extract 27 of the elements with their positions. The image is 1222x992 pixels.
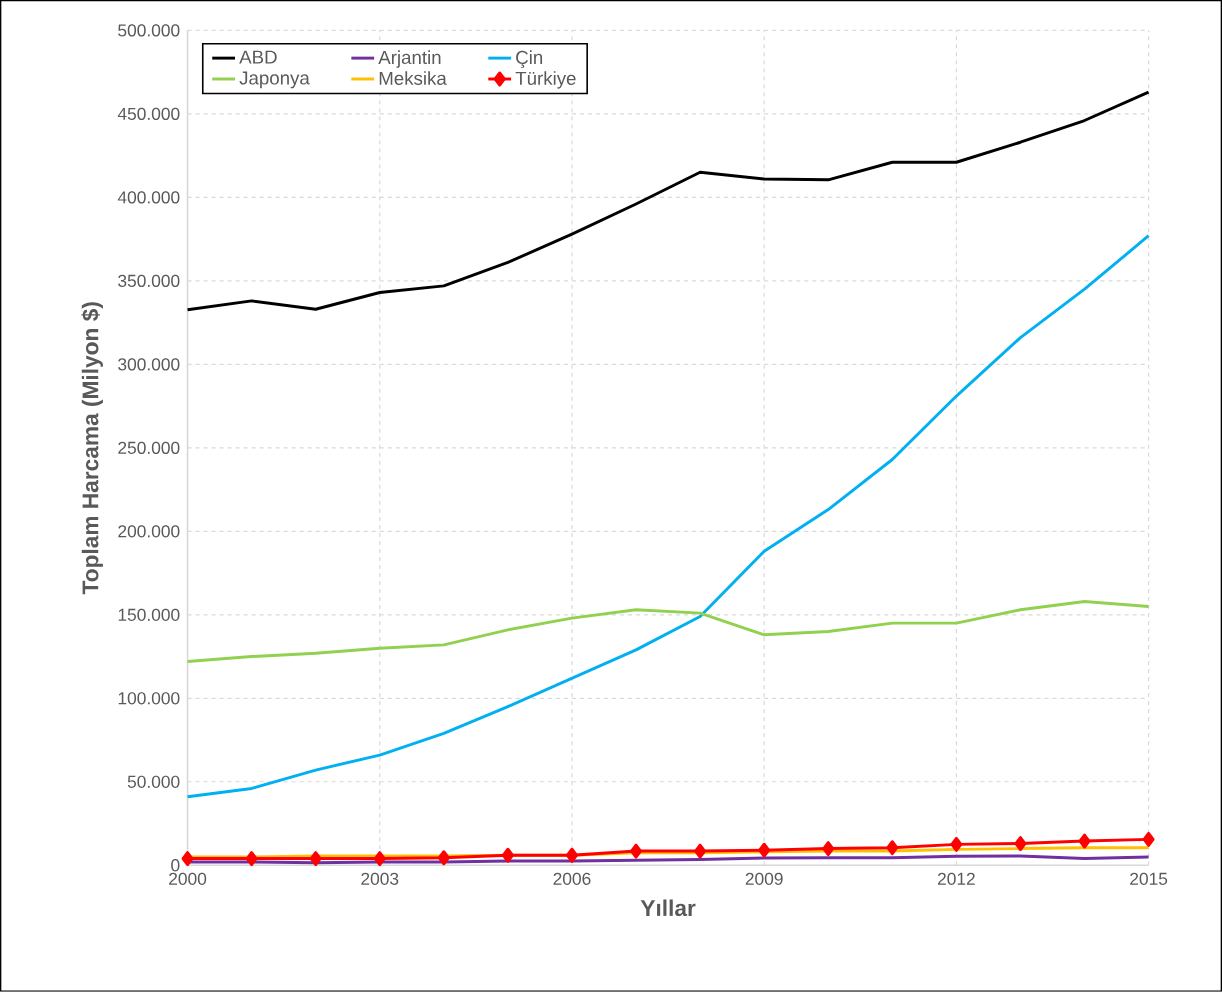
y-tick-label: 50.000 bbox=[127, 775, 180, 789]
legend-label: Japonya bbox=[239, 71, 310, 89]
x-tick-label: 2003 bbox=[361, 872, 399, 886]
y-tick-label: 450.000 bbox=[117, 107, 180, 121]
y-tick-label: 300.000 bbox=[118, 358, 180, 371]
y-tick-label: 200.000 bbox=[118, 525, 180, 538]
line-series bbox=[186, 90, 1151, 312]
x-tick-label: 2012 bbox=[937, 872, 975, 886]
y-tick-label: 250.000 bbox=[118, 441, 180, 455]
y-tick-label: 150.000 bbox=[118, 608, 180, 622]
x-axis-title: Yıllar bbox=[640, 899, 696, 917]
legend-label: ABD bbox=[239, 50, 277, 64]
x-tick-label: 2006 bbox=[553, 872, 591, 886]
y-tick-label: 100.000 bbox=[118, 692, 180, 705]
x-tick-label: 2009 bbox=[745, 872, 783, 886]
x-tick-label: 2015 bbox=[1130, 872, 1168, 886]
legend-label: Türkiye bbox=[515, 71, 576, 89]
line-series bbox=[186, 600, 1151, 664]
y-tick-label: 350.000 bbox=[118, 274, 180, 288]
y-tick-label: 500.000 bbox=[118, 24, 180, 37]
legend-label: Meksika bbox=[379, 71, 447, 86]
y-tick-label: 0 bbox=[171, 859, 180, 872]
legend-label: Çin bbox=[516, 50, 543, 68]
x-tick-label: 2000 bbox=[169, 872, 207, 886]
legend-label: Arjantin bbox=[378, 50, 441, 68]
y-axis-title: Toplam Harcama (Milyon $) bbox=[81, 302, 103, 595]
y-tick-label: 400.000 bbox=[117, 191, 180, 204]
